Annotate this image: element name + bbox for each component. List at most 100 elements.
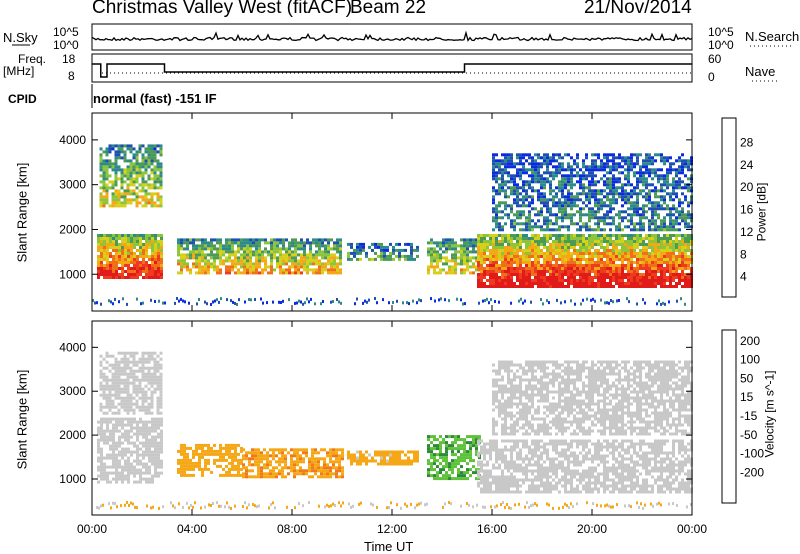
range-cell xyxy=(288,256,291,260)
range-cell xyxy=(297,253,300,257)
range-cell xyxy=(621,219,624,223)
range-cell xyxy=(228,473,231,477)
range-cell xyxy=(121,471,124,475)
range-cell xyxy=(106,267,109,270)
range-cell xyxy=(606,261,609,264)
range-cell xyxy=(106,276,109,279)
range-cell xyxy=(303,268,306,272)
range-cell xyxy=(213,262,216,266)
range-cell xyxy=(133,273,136,276)
range-cell xyxy=(448,247,451,251)
range-cell xyxy=(495,276,498,279)
range-cell xyxy=(100,273,103,276)
range-cell xyxy=(615,276,618,279)
range-cell xyxy=(105,387,109,391)
range-cell xyxy=(585,240,588,243)
range-cell xyxy=(183,458,186,462)
range-cell xyxy=(180,467,183,471)
range-cell xyxy=(567,189,570,193)
range-cell xyxy=(657,249,660,252)
range-cell xyxy=(522,282,525,285)
range-cell xyxy=(460,298,462,302)
range-cell xyxy=(112,246,115,249)
range-cell xyxy=(159,351,163,355)
range-cell xyxy=(564,300,566,304)
range-cell xyxy=(299,466,302,470)
range-cell xyxy=(654,261,657,264)
range-cell xyxy=(309,256,312,260)
range-cell xyxy=(546,282,549,285)
range-cell xyxy=(102,174,106,178)
range-cell xyxy=(263,466,266,470)
range-cell xyxy=(377,254,380,258)
range-cell xyxy=(543,216,546,220)
range-cell xyxy=(439,244,442,248)
range-cell xyxy=(618,249,621,252)
range-cell xyxy=(124,417,127,421)
range-cell xyxy=(189,446,192,450)
range-cell xyxy=(654,234,657,237)
range-cell xyxy=(314,302,316,306)
range-cell xyxy=(510,225,513,229)
range-cell xyxy=(252,268,255,272)
range-cell xyxy=(636,276,639,279)
range-cell xyxy=(141,372,145,376)
range-cell xyxy=(486,258,489,261)
range-cell xyxy=(243,244,246,248)
range-cell xyxy=(420,299,422,303)
range-cell xyxy=(666,243,669,246)
range-cell xyxy=(627,156,630,160)
range-cell xyxy=(105,405,109,409)
range-cell xyxy=(231,458,234,462)
range-cell xyxy=(516,192,519,196)
range-cell xyxy=(121,417,124,421)
range-cell xyxy=(442,241,445,245)
range-cell xyxy=(240,256,243,260)
range-cell xyxy=(660,204,663,208)
range-cell xyxy=(576,153,579,157)
range-cell xyxy=(118,477,121,481)
range-cell xyxy=(555,246,558,249)
range-cell xyxy=(651,270,654,273)
range-cell xyxy=(317,466,320,470)
range-cell xyxy=(433,247,436,251)
range-cell xyxy=(549,267,552,270)
range-cell xyxy=(504,213,507,217)
range-cell xyxy=(302,460,305,464)
range-cell xyxy=(507,234,510,237)
range-cell xyxy=(678,255,681,258)
range-cell xyxy=(296,457,299,461)
range-cell xyxy=(139,252,142,255)
range-cell xyxy=(513,249,516,252)
range-cell xyxy=(126,399,130,403)
range-cell xyxy=(633,267,636,270)
range-cell xyxy=(126,189,130,193)
range-cell xyxy=(255,268,258,272)
range-cell xyxy=(207,271,210,275)
range-cell xyxy=(448,265,451,269)
range-cell xyxy=(157,261,160,264)
range-cell xyxy=(492,246,495,249)
range-cell xyxy=(624,255,627,258)
range-cell xyxy=(588,192,591,196)
range-cell xyxy=(525,219,528,223)
range-cell xyxy=(103,471,106,475)
range-cell xyxy=(466,265,469,269)
range-cell xyxy=(570,186,573,190)
range-cell xyxy=(588,213,591,217)
range-cell xyxy=(579,213,582,217)
range-cell xyxy=(329,472,332,476)
range-cell xyxy=(260,457,263,461)
range-cell xyxy=(663,222,666,226)
range-cell xyxy=(225,250,228,254)
range-cell xyxy=(633,153,636,157)
range-cell xyxy=(225,247,228,251)
range-cell xyxy=(97,273,100,276)
range-cell xyxy=(600,207,603,211)
range-cell xyxy=(549,243,552,246)
range-cell xyxy=(180,473,183,477)
range-cell xyxy=(311,454,314,458)
range-cell xyxy=(582,270,585,273)
range-cell xyxy=(672,189,675,193)
range-cell xyxy=(249,247,252,251)
